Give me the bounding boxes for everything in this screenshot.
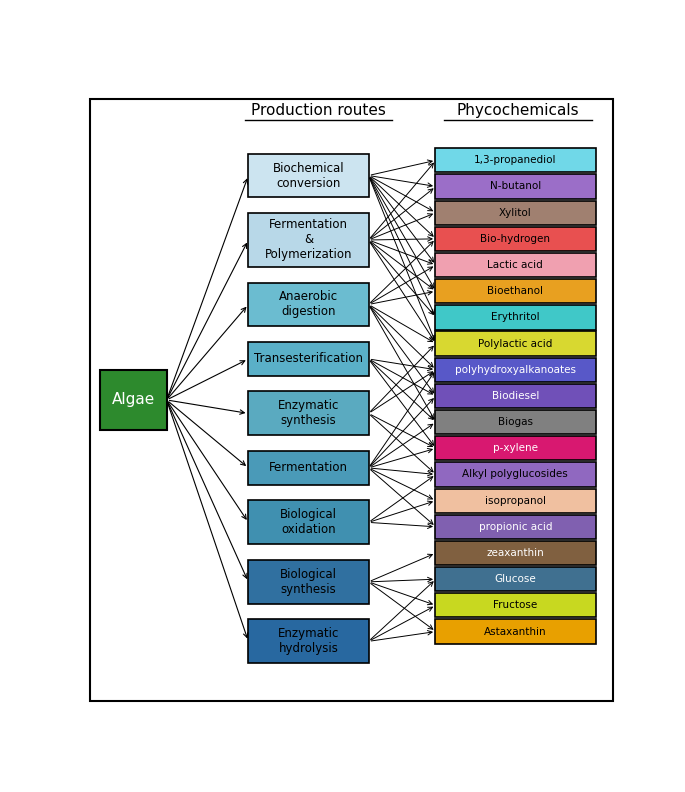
Text: Glucose: Glucose [495,574,536,584]
Text: polyhydroxyalkanoates: polyhydroxyalkanoates [455,365,576,375]
Text: propionic acid: propionic acid [479,522,552,531]
Text: Astaxanthin: Astaxanthin [484,626,547,637]
FancyBboxPatch shape [90,99,612,701]
Text: Algae: Algae [112,393,155,407]
FancyBboxPatch shape [247,154,369,197]
FancyBboxPatch shape [435,279,595,303]
FancyBboxPatch shape [435,410,595,434]
FancyBboxPatch shape [247,451,369,485]
FancyBboxPatch shape [435,541,595,565]
Text: zeaxanthin: zeaxanthin [486,548,545,558]
Text: 1,3-propanediol: 1,3-propanediol [474,155,557,166]
FancyBboxPatch shape [247,501,369,544]
Text: Biogas: Biogas [498,417,533,427]
FancyBboxPatch shape [247,283,369,326]
Text: Transesterification: Transesterification [254,352,363,365]
Text: Fermentation
&
Polymerization: Fermentation & Polymerization [264,219,352,261]
FancyBboxPatch shape [435,358,595,382]
FancyBboxPatch shape [435,489,595,512]
Text: Enzymatic
synthesis: Enzymatic synthesis [277,399,339,428]
Text: Xylitol: Xylitol [499,208,532,218]
Text: Biodiesel: Biodiesel [492,391,539,401]
FancyBboxPatch shape [435,567,595,592]
Text: Phycochemicals: Phycochemicals [457,103,580,118]
Text: Anaerobic
digestion: Anaerobic digestion [279,291,338,318]
FancyBboxPatch shape [247,560,369,604]
Text: Enzymatic
hydrolysis: Enzymatic hydrolysis [277,627,339,655]
Text: isopropanol: isopropanol [485,496,546,505]
FancyBboxPatch shape [435,515,595,539]
FancyBboxPatch shape [435,253,595,277]
FancyBboxPatch shape [247,213,369,267]
Text: Erythritol: Erythritol [491,312,540,322]
Text: Fermentation: Fermentation [269,462,348,474]
Text: Biological
synthesis: Biological synthesis [280,568,337,596]
FancyBboxPatch shape [435,227,595,251]
FancyBboxPatch shape [435,148,595,173]
FancyBboxPatch shape [247,391,369,436]
Text: Biological
oxidation: Biological oxidation [280,508,337,536]
Text: Alkyl polyglucosides: Alkyl polyglucosides [462,470,569,479]
Text: Fructose: Fructose [493,600,538,611]
FancyBboxPatch shape [435,436,595,460]
FancyBboxPatch shape [100,371,167,429]
Text: Bioethanol: Bioethanol [487,286,543,296]
FancyBboxPatch shape [435,305,595,329]
FancyBboxPatch shape [435,200,595,225]
FancyBboxPatch shape [435,463,595,486]
FancyBboxPatch shape [247,342,369,376]
FancyBboxPatch shape [247,619,369,663]
Text: Lactic acid: Lactic acid [488,260,543,270]
FancyBboxPatch shape [435,384,595,408]
Text: N-butanol: N-butanol [490,181,541,192]
FancyBboxPatch shape [435,331,595,356]
Text: Production routes: Production routes [251,103,386,118]
Text: p-xylene: p-xylene [493,444,538,453]
FancyBboxPatch shape [435,593,595,618]
Text: Biochemical
conversion: Biochemical conversion [273,162,345,189]
FancyBboxPatch shape [435,174,595,199]
FancyBboxPatch shape [435,619,595,644]
Text: Bio-hydrogen: Bio-hydrogen [480,234,550,244]
Text: Polylactic acid: Polylactic acid [478,338,553,348]
